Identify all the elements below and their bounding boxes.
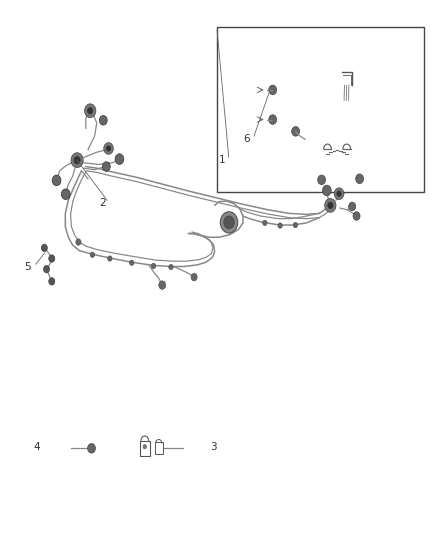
Circle shape (269, 85, 277, 95)
Text: 5: 5 (24, 262, 30, 271)
Circle shape (49, 255, 55, 262)
Circle shape (49, 278, 55, 285)
Circle shape (356, 174, 364, 183)
Circle shape (130, 260, 134, 265)
Bar (217, 27, 424, 192)
Circle shape (322, 185, 331, 196)
Circle shape (337, 191, 341, 196)
Circle shape (224, 216, 234, 229)
Circle shape (143, 445, 147, 449)
Text: 3: 3 (210, 442, 217, 452)
Text: 6: 6 (243, 134, 250, 144)
Circle shape (318, 175, 325, 184)
Text: 4: 4 (33, 442, 40, 452)
Circle shape (43, 265, 49, 273)
Circle shape (41, 244, 47, 252)
Circle shape (102, 162, 110, 171)
Circle shape (292, 126, 300, 136)
Circle shape (76, 239, 81, 245)
Circle shape (169, 264, 173, 270)
Circle shape (325, 198, 336, 212)
Circle shape (293, 222, 297, 228)
Circle shape (115, 154, 124, 165)
Circle shape (85, 104, 96, 118)
Circle shape (220, 212, 238, 233)
Circle shape (328, 202, 333, 208)
Circle shape (108, 256, 112, 261)
Text: 1: 1 (219, 155, 226, 165)
Circle shape (349, 202, 356, 211)
Circle shape (52, 175, 61, 185)
Circle shape (106, 146, 111, 151)
Bar (140, 441, 150, 456)
Circle shape (74, 157, 80, 164)
Text: 2: 2 (99, 198, 106, 208)
Circle shape (191, 273, 197, 281)
Circle shape (334, 188, 344, 199)
Circle shape (353, 212, 360, 220)
Circle shape (278, 223, 283, 228)
Circle shape (99, 116, 107, 125)
Circle shape (263, 220, 267, 225)
Circle shape (104, 143, 113, 155)
Circle shape (88, 443, 95, 453)
Circle shape (159, 281, 166, 289)
Circle shape (151, 263, 155, 269)
Circle shape (61, 189, 70, 199)
Circle shape (88, 108, 93, 114)
Circle shape (90, 252, 95, 257)
Bar (155, 442, 162, 454)
Circle shape (71, 153, 83, 167)
Circle shape (269, 115, 277, 124)
